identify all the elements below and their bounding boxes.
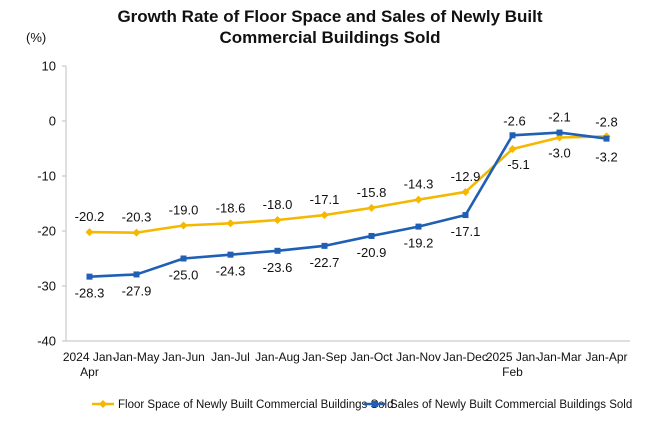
data-point-sales	[227, 251, 234, 258]
data-label-floor-space: -5.1	[507, 157, 529, 172]
data-label-sales: -24.3	[216, 264, 246, 279]
data-label-sales: -23.6	[263, 260, 293, 275]
data-label-sales: -17.1	[451, 224, 481, 239]
data-label-sales: -19.2	[404, 236, 434, 251]
legend-swatch-marker-floor-space	[99, 400, 107, 408]
data-label-floor-space: -19.0	[169, 203, 199, 218]
data-point-sales	[274, 247, 281, 254]
data-point-floor-space	[414, 195, 423, 204]
data-label-floor-space: -3.0	[548, 146, 570, 161]
data-point-sales	[180, 255, 187, 262]
data-point-floor-space	[461, 187, 470, 196]
x-tick-label: Apr	[80, 365, 99, 379]
data-point-floor-space	[85, 228, 94, 237]
y-unit-label: (%)	[26, 30, 46, 45]
chart-title-line-2: Commercial Buildings Sold	[219, 28, 441, 47]
data-label-floor-space: -20.2	[75, 209, 105, 224]
data-point-sales	[86, 273, 93, 280]
data-label-floor-space: -15.8	[357, 185, 387, 200]
x-tick-label: Jan-Jun	[162, 350, 205, 364]
x-tick-label: Jan-Nov	[396, 350, 441, 364]
legend-swatch-marker-sales	[372, 401, 378, 407]
series-line-sales	[89, 131, 607, 278]
x-tick-label: Jan-Mar	[537, 350, 581, 364]
data-label-floor-space: -18.0	[263, 197, 293, 212]
data-label-floor-space: -12.9	[451, 169, 481, 184]
data-point-floor-space	[320, 211, 329, 220]
data-label-floor-space: -14.3	[404, 177, 434, 192]
x-tick-label: Jan-Dec	[443, 350, 488, 364]
data-label-sales: -28.3	[75, 286, 105, 301]
data-point-sales	[556, 129, 563, 136]
x-tick-label: Jan-May	[113, 350, 159, 364]
x-tick-label: Feb	[502, 365, 523, 379]
data-point-floor-space	[226, 219, 235, 228]
data-label-sales: -22.7	[310, 255, 340, 270]
y-tick-label: 0	[49, 114, 56, 129]
y-tick-label: 10	[42, 59, 56, 74]
data-label-floor-space: -2.8	[595, 114, 617, 129]
data-point-floor-space	[367, 203, 376, 212]
data-point-sales	[321, 242, 328, 249]
x-tick-label: 2025 Jan-	[486, 350, 539, 364]
legend-label-sales: Sales of Newly Built Commercial Building…	[390, 399, 632, 411]
data-label-sales: -2.1	[548, 110, 570, 125]
y-tick-label: -40	[37, 334, 56, 349]
x-tick-label: Jan-Sep	[302, 350, 347, 364]
data-point-sales	[462, 212, 469, 219]
data-label-sales: -2.6	[503, 113, 525, 128]
data-point-sales	[603, 135, 610, 142]
series-line-floor-space	[89, 135, 607, 234]
x-tick-label: Jan-Jul	[211, 350, 250, 364]
data-point-sales	[415, 223, 422, 230]
data-point-floor-space	[273, 216, 282, 224]
data-point-floor-space	[508, 145, 517, 154]
x-tick-label: Jan-Oct	[350, 350, 393, 364]
data-point-floor-space	[179, 221, 188, 230]
data-point-floor-space	[132, 228, 141, 237]
data-point-sales	[368, 232, 375, 239]
chart-title: Growth Rate of Floor Space and Sales of …	[0, 6, 660, 48]
chart-title-line-1: Growth Rate of Floor Space and Sales of …	[117, 7, 543, 26]
x-tick-label: Jan-Aug	[255, 350, 300, 364]
data-label-sales: -3.2	[595, 150, 617, 165]
data-label-sales: -27.9	[122, 283, 152, 298]
data-label-sales: -20.9	[357, 245, 387, 260]
x-tick-label: 2024 Jan-	[63, 350, 116, 364]
y-tick-label: -30	[37, 279, 56, 294]
y-tick-label: -20	[37, 224, 56, 239]
data-label-sales: -25.0	[169, 268, 199, 283]
data-point-sales	[133, 271, 140, 278]
x-tick-label: Jan-Apr	[585, 350, 627, 364]
data-label-floor-space: -17.1	[310, 192, 340, 207]
data-point-sales	[509, 132, 516, 139]
y-tick-label: -10	[37, 169, 56, 184]
data-label-floor-space: -18.6	[216, 200, 246, 215]
data-label-floor-space: -20.3	[122, 210, 152, 225]
legend-label-floor-space: Floor Space of Newly Built Commercial Bu…	[118, 399, 393, 411]
